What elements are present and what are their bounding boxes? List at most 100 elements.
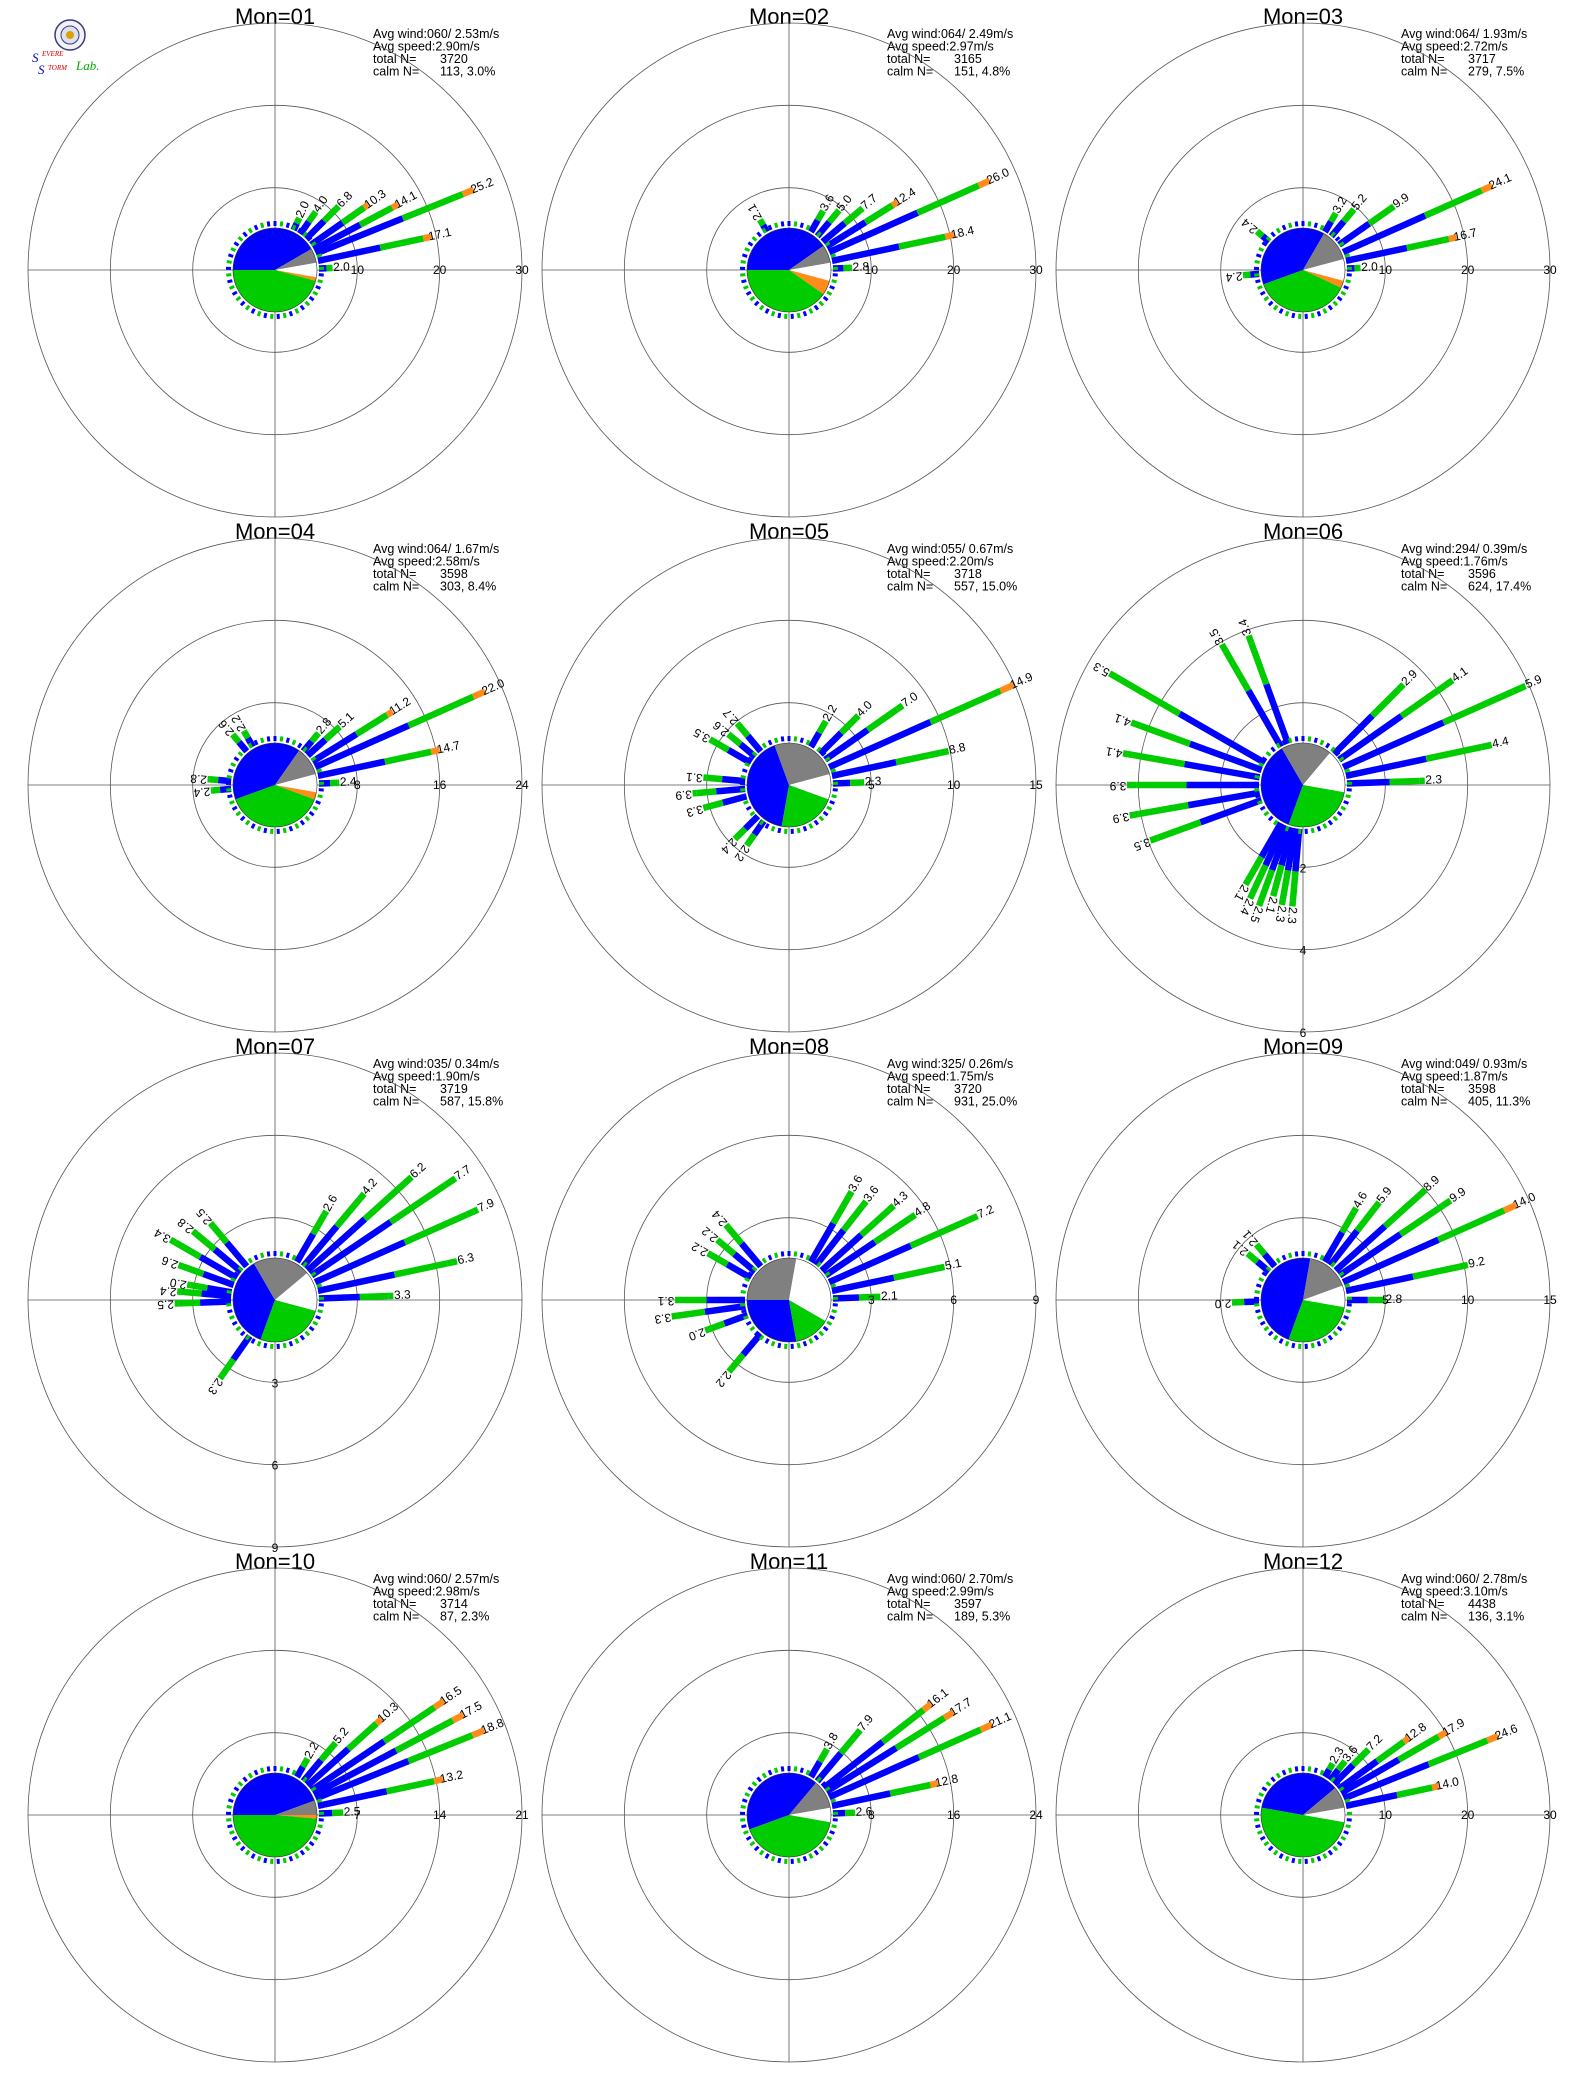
stat-total-n-label: total N= bbox=[1401, 52, 1444, 66]
petal-green-tip bbox=[1458, 1261, 1469, 1270]
minor-petal bbox=[767, 1254, 773, 1261]
minor-petal bbox=[1313, 1252, 1318, 1259]
ring-label: 6 bbox=[950, 1293, 957, 1307]
calm-pie-slice bbox=[254, 1258, 308, 1300]
ring-label: 8 bbox=[354, 778, 361, 792]
petal-blue-segment bbox=[813, 1228, 847, 1268]
minor-petal bbox=[767, 1769, 773, 1776]
petal-green-segment bbox=[757, 218, 766, 227]
minor-petal bbox=[316, 1798, 323, 1803]
petal-blue-segment bbox=[1255, 1259, 1272, 1275]
petal-green-segment bbox=[330, 779, 338, 787]
petal-green-segment bbox=[346, 1721, 379, 1752]
minor-petal bbox=[793, 221, 798, 227]
petal-value-label: 2.0 bbox=[1361, 260, 1378, 275]
petal-value-label: 14.1 bbox=[392, 188, 419, 211]
petal-blue-segment bbox=[827, 1754, 921, 1801]
petal-green-segment bbox=[388, 1182, 448, 1225]
minor-petal bbox=[230, 1792, 237, 1798]
stat-total-n-label: total N= bbox=[1401, 1597, 1444, 1611]
minor-petal bbox=[832, 1303, 838, 1307]
petal-value-label: 2.6 bbox=[320, 1192, 341, 1214]
minor-petal bbox=[824, 756, 831, 762]
minor-petal bbox=[263, 1342, 268, 1349]
petal-green-segment bbox=[734, 826, 748, 840]
ring-label: 6 bbox=[272, 1459, 279, 1473]
petal-green-tip bbox=[1511, 682, 1527, 695]
petal-blue-segment bbox=[706, 1296, 745, 1304]
minor-petal bbox=[1257, 800, 1263, 805]
minor-petal bbox=[1316, 825, 1322, 832]
petal-green-segment bbox=[842, 208, 862, 226]
stat-total-n-label: total N= bbox=[887, 1082, 930, 1096]
minor-petal bbox=[235, 295, 242, 302]
petal-green-segment bbox=[889, 1781, 932, 1797]
petal-green-tip bbox=[708, 736, 715, 744]
minor-petal bbox=[1325, 227, 1331, 234]
minor-petal bbox=[1340, 1320, 1347, 1326]
petal-green-segment bbox=[1427, 1737, 1489, 1768]
stat-avg-speed-label: Avg speed:2.98m/s bbox=[373, 1585, 480, 1599]
minor-petal bbox=[740, 1805, 746, 1809]
petal-blue-segment bbox=[318, 1293, 360, 1302]
petal-green-tip bbox=[1396, 682, 1406, 692]
minor-petal bbox=[745, 290, 752, 296]
petal-value-label: 2.3 bbox=[1273, 905, 1290, 924]
minor-petal bbox=[1255, 1283, 1262, 1288]
minor-petal bbox=[832, 1805, 838, 1809]
minor-petal bbox=[1310, 312, 1315, 319]
petal-green-tip bbox=[341, 1809, 344, 1816]
minor-petal bbox=[831, 794, 837, 799]
petal-blue-segment bbox=[1345, 1273, 1414, 1295]
minor-petal bbox=[1338, 1786, 1345, 1792]
petal-blue-segment bbox=[1345, 755, 1427, 780]
minor-petal bbox=[235, 1840, 242, 1847]
calm-pie-outline bbox=[746, 1772, 832, 1858]
petal-green-tip bbox=[861, 779, 865, 786]
minor-petal bbox=[747, 756, 754, 762]
petal-blue-segment bbox=[824, 1745, 898, 1795]
minor-petal bbox=[318, 273, 324, 277]
petal-green-tip bbox=[845, 1189, 855, 1199]
petal-green-segment bbox=[359, 1292, 389, 1301]
petal-green-tip bbox=[1388, 203, 1396, 212]
petal-green-tip bbox=[1242, 271, 1245, 279]
minor-petal bbox=[1258, 1277, 1265, 1283]
petal-blue-segment bbox=[1345, 244, 1408, 265]
minor-petal bbox=[1255, 1824, 1261, 1829]
minor-petal bbox=[824, 1271, 831, 1277]
minor-petal bbox=[799, 1767, 804, 1774]
minor-petal bbox=[242, 1261, 248, 1268]
petal-green-tip bbox=[1245, 634, 1255, 645]
svg-text:S: S bbox=[38, 62, 45, 77]
stat-avg-wind-label: Avg wind:060/ 2.70m/s bbox=[887, 1572, 1013, 1586]
minor-petal bbox=[832, 260, 838, 264]
minor-petal bbox=[1272, 304, 1279, 311]
minor-petal bbox=[1345, 794, 1351, 799]
petal-blue-segment bbox=[832, 779, 851, 787]
minor-petal bbox=[279, 221, 284, 227]
minor-petal bbox=[1294, 1766, 1299, 1772]
stat-total-n-label: total N= bbox=[373, 52, 416, 66]
petal-value-label: 3.2 bbox=[1329, 194, 1350, 216]
stat-total-n-label: total N= bbox=[373, 1597, 416, 1611]
calm-pie-outline bbox=[746, 742, 832, 828]
minor-petal bbox=[827, 762, 834, 768]
petal-blue-segment bbox=[819, 1232, 864, 1273]
petal-green-tip bbox=[168, 1236, 177, 1246]
petal-blue-segment bbox=[725, 1261, 753, 1281]
petal-blue-segment bbox=[312, 1747, 398, 1798]
petal-value-label: 2.3 bbox=[1285, 906, 1300, 924]
minor-petal bbox=[745, 1835, 752, 1841]
stat-calm-n-label: calm N= bbox=[887, 1095, 933, 1109]
petal-blue-segment bbox=[294, 1232, 316, 1264]
petal-orange-segment bbox=[1448, 234, 1458, 243]
petal-green-segment bbox=[1399, 683, 1447, 719]
calm-pie-slice bbox=[789, 262, 831, 281]
petal-green-tip bbox=[217, 1373, 225, 1381]
minor-petal bbox=[758, 1849, 765, 1856]
petal-green-segment bbox=[1369, 687, 1401, 719]
minor-petal bbox=[285, 1767, 290, 1774]
minor-petal bbox=[229, 1830, 235, 1835]
